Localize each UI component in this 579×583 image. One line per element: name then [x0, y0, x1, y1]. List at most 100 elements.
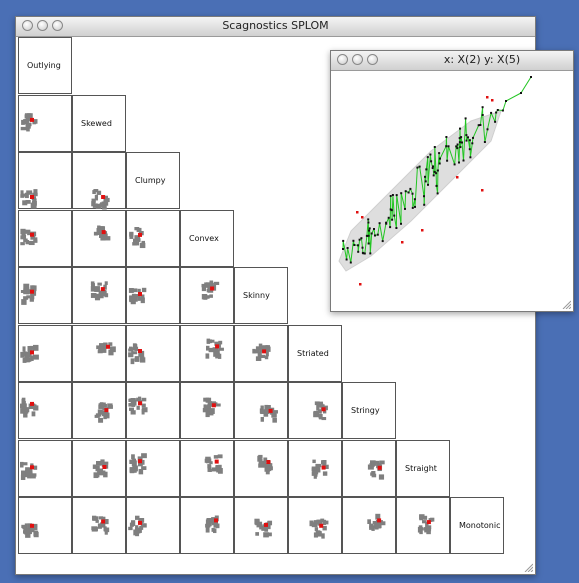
- minimize-light-icon[interactable]: [352, 54, 363, 65]
- scatter-cell[interactable]: [72, 152, 126, 210]
- scatter-cell[interactable]: [18, 324, 72, 382]
- zoom-light-icon[interactable]: [367, 54, 378, 65]
- cluster-mark: [23, 411, 28, 418]
- scatter-cell[interactable]: [126, 497, 180, 554]
- spanning-tree-edge: [379, 223, 384, 242]
- cluster-mark: [254, 349, 260, 353]
- scatterplot-area[interactable]: [331, 71, 573, 311]
- scatter-cell[interactable]: [234, 439, 288, 497]
- scatter-cell[interactable]: [18, 497, 72, 554]
- data-point: [468, 139, 471, 142]
- scatterplot-titlebar[interactable]: x: X(2) y: X(5): [331, 51, 573, 71]
- cluster-mark: [33, 354, 39, 360]
- scatter-thumbnail: [313, 401, 328, 421]
- scatter-cell[interactable]: [288, 439, 342, 497]
- cluster-mark: [133, 467, 137, 473]
- cluster-mark: [258, 521, 263, 527]
- cluster-mark: [97, 409, 103, 415]
- cluster-mark: [128, 398, 135, 402]
- scatter-cell[interactable]: [18, 267, 72, 324]
- cluster-mark: [98, 345, 104, 351]
- cluster-mark: [257, 351, 262, 357]
- scatter-cell[interactable]: [180, 439, 234, 497]
- scatter-cell[interactable]: [126, 324, 180, 382]
- scatter-cell[interactable]: [18, 439, 72, 497]
- cluster-mark: [316, 465, 320, 471]
- scatter-cell[interactable]: [72, 382, 126, 439]
- cluster-mark: [265, 347, 270, 351]
- close-light-icon[interactable]: [22, 20, 33, 31]
- splom-titlebar[interactable]: Scagnostics SPLOM: [16, 17, 535, 37]
- cluster-mark: [264, 528, 269, 532]
- scatter-cell[interactable]: [288, 497, 342, 554]
- cluster-mark: [108, 341, 113, 346]
- cluster-mark: [218, 347, 224, 351]
- data-point: [418, 165, 421, 168]
- cluster-mark: [20, 126, 27, 130]
- cluster-mark: [20, 351, 25, 358]
- scatter-cell[interactable]: [180, 267, 234, 324]
- cluster-mark: [136, 227, 142, 232]
- resize-grip-icon[interactable]: [523, 562, 533, 572]
- scatter-cell[interactable]: [234, 497, 288, 554]
- cluster-mark: [96, 227, 101, 231]
- cluster-mark: [104, 293, 109, 298]
- scatter-cell[interactable]: [342, 439, 396, 497]
- cluster-mark: [22, 120, 27, 124]
- scatter-cell[interactable]: [234, 382, 288, 439]
- scatter-cell[interactable]: [72, 497, 126, 554]
- scatter-cell[interactable]: [72, 439, 126, 497]
- scatter-cell[interactable]: [396, 497, 450, 554]
- data-point: [424, 175, 426, 178]
- resize-grip-icon[interactable]: [561, 299, 571, 309]
- scatter-cell[interactable]: [72, 324, 126, 382]
- highlight-mark: [214, 459, 219, 464]
- scatter-cell[interactable]: [126, 439, 180, 497]
- data-point: [413, 198, 416, 201]
- scatter-cell[interactable]: [180, 324, 234, 382]
- spanning-tree-edge: [347, 247, 352, 263]
- data-point: [357, 250, 360, 253]
- close-light-icon[interactable]: [337, 54, 348, 65]
- data-point: [411, 206, 414, 209]
- cluster-mark: [29, 297, 34, 302]
- cluster-mark: [259, 526, 263, 530]
- cluster-mark: [141, 240, 146, 244]
- cluster-mark: [93, 526, 98, 532]
- scatter-cell[interactable]: [180, 382, 234, 439]
- minimize-light-icon[interactable]: [37, 20, 48, 31]
- highlight-mark: [30, 195, 34, 199]
- scatter-cell[interactable]: [18, 152, 72, 209]
- outlier-point: [486, 96, 489, 99]
- cluster-mark: [133, 296, 138, 302]
- scatter-cell[interactable]: [126, 267, 180, 324]
- cluster-mark: [20, 241, 25, 245]
- cluster-mark: [213, 454, 219, 459]
- data-point: [345, 258, 348, 261]
- cluster-mark: [91, 198, 96, 203]
- scatter-cell[interactable]: [288, 382, 342, 439]
- scatter-thumbnail: [254, 518, 273, 538]
- cluster-mark: [376, 522, 382, 529]
- scatterplot-canvas[interactable]: [331, 71, 573, 311]
- scatter-cell[interactable]: [18, 94, 72, 152]
- scatter-cell[interactable]: [72, 209, 126, 267]
- scatter-cell[interactable]: [342, 497, 396, 554]
- cluster-mark: [130, 399, 137, 406]
- scatter-cell[interactable]: [126, 209, 180, 267]
- scatter-thumbnail: [129, 452, 147, 474]
- cluster-mark: [213, 522, 218, 528]
- scatter-cell[interactable]: [72, 267, 126, 324]
- cluster-mark: [24, 112, 31, 117]
- data-point: [389, 226, 392, 229]
- window-title: Scagnostics SPLOM: [222, 19, 329, 32]
- cluster-mark: [104, 519, 109, 525]
- scatter-cell[interactable]: [180, 497, 234, 554]
- scatter-cell[interactable]: [126, 382, 180, 439]
- scatter-cell[interactable]: [18, 209, 72, 267]
- zoom-light-icon[interactable]: [52, 20, 63, 31]
- scatter-cell[interactable]: [18, 382, 72, 439]
- scatter-cell[interactable]: [234, 324, 288, 382]
- cluster-mark: [30, 354, 34, 361]
- scatter-thumbnail: [91, 189, 110, 210]
